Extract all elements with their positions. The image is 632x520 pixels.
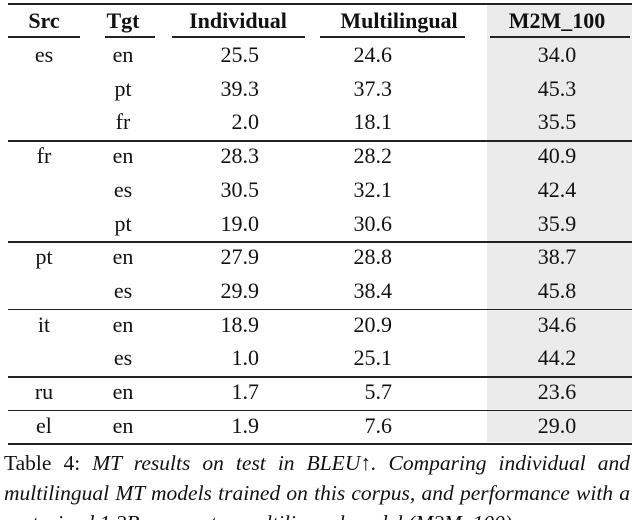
individual-cell: 27.9 <box>220 244 260 270</box>
m2m-cell: 35.5 <box>537 109 577 135</box>
tgt-cell: en <box>112 143 134 169</box>
caption-text: MT results on test in BLEU↑. Comparing i… <box>4 451 630 520</box>
tgt-cell: en <box>112 412 134 438</box>
tgt-cell: en <box>112 42 134 67</box>
multilingual-cell: 18.1 <box>353 109 393 135</box>
m2m-cell: 38.7 <box>537 244 577 270</box>
m2m-cell: 45.8 <box>537 277 577 303</box>
src-cell: pt <box>35 244 53 270</box>
column-header: Tgt <box>106 8 140 33</box>
tgt-cell: en <box>112 311 134 337</box>
header-rule <box>105 36 155 38</box>
m2m-cell: 34.6 <box>537 311 577 337</box>
m2m-cell: 23.6 <box>537 379 577 404</box>
individual-cell: 30.5 <box>220 176 260 202</box>
group-rule <box>8 308 632 311</box>
m2m-cell: 34.0 <box>537 42 577 67</box>
individual-cell: 39.3 <box>220 75 260 101</box>
multilingual-cell: 24.6 <box>353 42 393 67</box>
multilingual-cell: 7.6 <box>364 412 393 438</box>
group-rule <box>8 443 632 445</box>
m2m-cell: 40.9 <box>537 143 577 169</box>
multilingual-cell: 5.7 <box>364 379 393 404</box>
m2m-cell: 42.4 <box>537 176 577 202</box>
column-header: M2M_100 <box>508 8 606 33</box>
src-cell: es <box>34 42 54 67</box>
individual-cell: 29.9 <box>220 277 260 303</box>
m2m-cell: 45.3 <box>537 75 577 101</box>
header-rule <box>8 36 80 38</box>
tgt-cell: pt <box>114 210 132 236</box>
tgt-cell: pt <box>114 75 132 101</box>
tgt-cell: fr <box>115 109 131 135</box>
group-rule <box>8 376 632 378</box>
highlight-column <box>487 4 632 442</box>
tgt-cell: es <box>113 345 133 371</box>
tgt-cell: es <box>113 176 133 202</box>
group-rule <box>8 140 632 142</box>
individual-cell: 1.9 <box>231 412 260 438</box>
multilingual-cell: 20.9 <box>353 311 393 337</box>
caption-label: Table 4: <box>4 451 81 475</box>
group-rule <box>8 409 632 412</box>
individual-cell: 28.3 <box>220 143 260 169</box>
column-header: Individual <box>189 8 287 33</box>
src-cell: fr <box>36 143 52 169</box>
group-rule <box>8 241 632 243</box>
individual-cell: 25.5 <box>220 42 260 67</box>
m2m-cell: 29.0 <box>537 412 577 438</box>
header-rule <box>320 36 465 38</box>
tgt-cell: en <box>112 244 134 270</box>
multilingual-cell: 38.4 <box>353 277 393 303</box>
multilingual-cell: 25.1 <box>353 345 393 371</box>
multilingual-cell: 28.8 <box>353 244 393 270</box>
multilingual-cell: 37.3 <box>353 75 393 101</box>
header-rule <box>172 36 305 38</box>
m2m-cell: 35.9 <box>537 210 577 236</box>
tgt-cell: es <box>113 277 133 303</box>
individual-cell: 1.7 <box>231 379 260 404</box>
m2m-cell: 44.2 <box>537 345 577 371</box>
individual-cell: 19.0 <box>220 210 260 236</box>
top-rule <box>8 3 632 5</box>
caption: Table 4: MT results on test in BLEU↑. Co… <box>4 448 630 520</box>
column-header: Multilingual <box>340 8 458 33</box>
src-cell: it <box>37 311 51 337</box>
column-header: Src <box>28 8 60 33</box>
individual-cell: 18.9 <box>220 311 260 337</box>
header-rule <box>490 36 630 38</box>
individual-cell: 2.0 <box>231 109 260 135</box>
multilingual-cell: 30.6 <box>353 210 393 236</box>
src-cell: el <box>36 412 52 438</box>
src-cell: ru <box>34 379 54 404</box>
multilingual-cell: 28.2 <box>353 143 393 169</box>
tgt-cell: en <box>112 379 134 404</box>
multilingual-cell: 32.1 <box>353 176 393 202</box>
individual-cell: 1.0 <box>231 345 260 371</box>
